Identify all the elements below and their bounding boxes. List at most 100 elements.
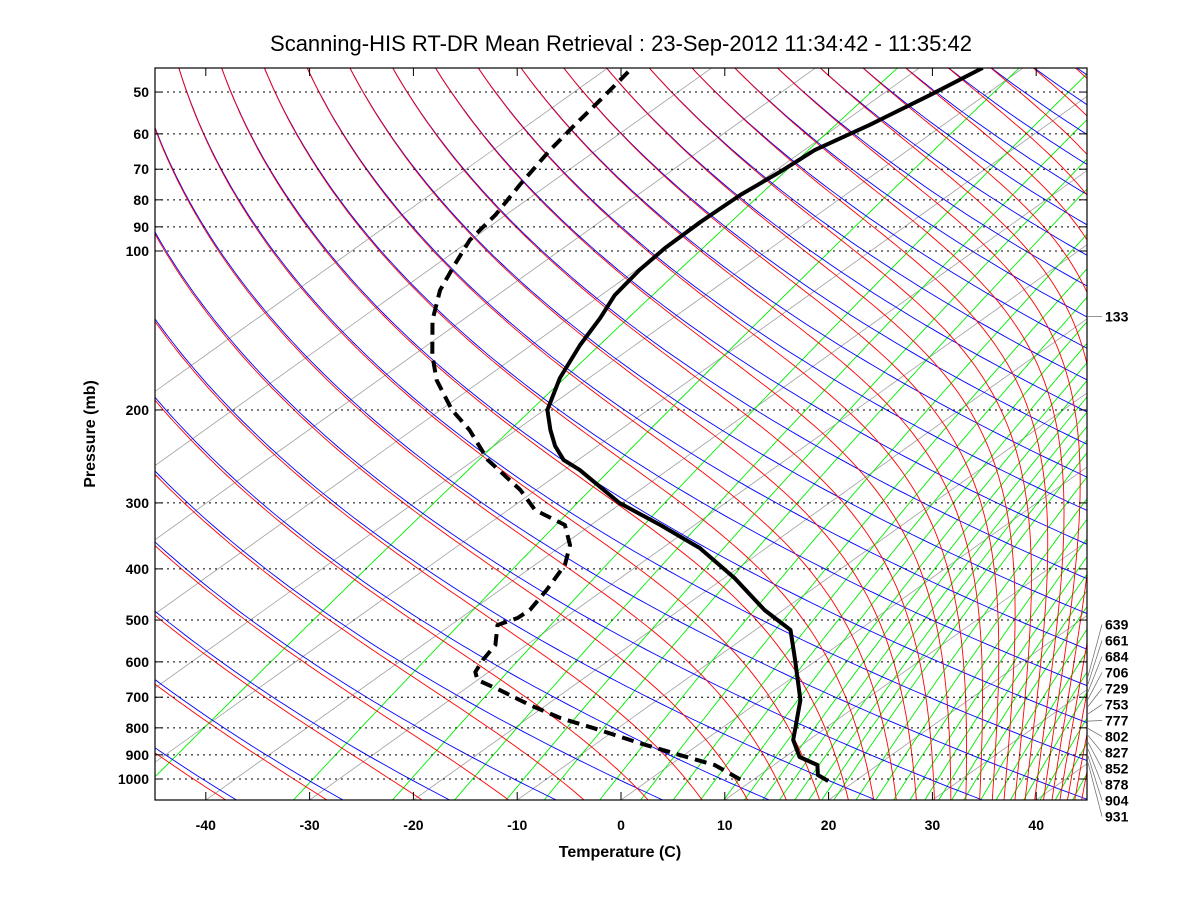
moist-adiabat-line (155, 614, 423, 800)
mixing-ratio-line (980, 628, 1087, 800)
dry-adiabat-line (1155, 63, 1200, 801)
dry-adiabat-line (155, 396, 771, 800)
dry-adiabat-line (155, 470, 664, 800)
isotherm-line (931, 689, 1087, 800)
right-label-leader (1087, 720, 1103, 722)
isotherm-line (516, 392, 1087, 800)
y-tick-label: 100 (126, 243, 150, 259)
x-tick-label: 30 (925, 817, 941, 833)
right-label-leader (1087, 624, 1103, 677)
right-label-leader (1087, 656, 1103, 693)
right-label-leader (1087, 728, 1103, 737)
right-pressure-label: 852 (1105, 761, 1129, 777)
x-tick-label: 20 (821, 817, 837, 833)
mixing-ratio-line (453, 118, 1087, 800)
y-tick-label: 900 (126, 747, 150, 763)
moist-adiabat-line (691, 68, 1049, 800)
dry-adiabat-line (905, 68, 1087, 196)
mixing-ratio-line (833, 452, 1087, 800)
mixing-ratio-line (155, 68, 899, 778)
isotherm-line (724, 540, 1087, 800)
y-tick-label: 600 (126, 654, 150, 670)
dry-adiabat-line (520, 68, 1087, 478)
mixing-ratio-line (909, 537, 1087, 800)
x-tick-label: 40 (1028, 817, 1044, 833)
right-label-leader (1087, 640, 1103, 685)
mixing-ratio-line (762, 379, 1087, 800)
moist-adiabat-line (776, 68, 1081, 800)
pressure-grid (155, 91, 1087, 780)
dewpoint-profile-line (430, 70, 745, 783)
isotherm-line (155, 95, 1087, 763)
dry-adiabat-line (178, 68, 1087, 761)
right-pressure-label: 753 (1105, 697, 1129, 713)
moist-adiabat-line (263, 68, 875, 800)
y-tick-label: 90 (133, 219, 149, 235)
right-pressure-label: 931 (1105, 809, 1129, 825)
x-tick-label: -30 (299, 817, 319, 833)
moist-adiabat-line (1123, 63, 1200, 801)
y-tick-label: 700 (126, 689, 150, 705)
right-label-leader (1087, 688, 1103, 707)
isotherm-line (827, 614, 1087, 800)
moist-adiabat-line (1141, 63, 1200, 801)
right-pressure-label: 777 (1105, 713, 1129, 729)
mixing-ratio-line (875, 498, 1087, 800)
moist-adiabat-line (1131, 63, 1200, 801)
right-pressure-label: 706 (1105, 665, 1129, 681)
isotherm-line (205, 170, 1087, 800)
isotherm-line (155, 68, 817, 541)
dry-adiabat-line (1076, 68, 1087, 76)
sounding-curves (430, 68, 984, 783)
right-pressure-label: 133 (1105, 308, 1129, 324)
dry-adiabat-line (155, 126, 1087, 800)
dry-adiabat-line (155, 679, 344, 800)
y-tick-label: 800 (126, 720, 150, 736)
mixing-ratio-line (938, 573, 1087, 800)
moist-adiabat-line (1074, 68, 1087, 79)
right-pressure-label: 684 (1105, 649, 1129, 665)
moist-adiabat-line (648, 68, 1032, 800)
dry-adiabat-line (477, 68, 1087, 511)
moist-adiabat-line (221, 68, 849, 800)
moist-adiabat-line (155, 233, 749, 800)
dry-adiabat-line (0, 63, 132, 801)
dry-adiabat-line (349, 68, 1087, 615)
moist-adiabat-line (392, 68, 935, 800)
dry-adiabat-line (155, 541, 558, 800)
mixing-ratio-line (1009, 671, 1087, 800)
mixing-ratio-line (778, 396, 1087, 800)
moist-adiabat-line (155, 752, 227, 800)
mixing-ratio-line (1072, 772, 1087, 800)
moist-adiabat-line (905, 68, 1087, 800)
moist-adiabat-line (0, 63, 18, 801)
mixing-ratio-line (808, 425, 1087, 800)
right-pressure-label: 827 (1105, 745, 1129, 761)
isotherm-line (412, 318, 1087, 800)
x-tick-label: -20 (403, 817, 423, 833)
moist-adiabat-line (734, 68, 1065, 800)
dry-adiabat-line (264, 68, 1087, 687)
dry-adiabat-line (648, 68, 1087, 381)
moist-adiabat-line (306, 68, 897, 800)
mixing-ratio-line (963, 605, 1087, 800)
x-tick-label: -10 (507, 817, 527, 833)
right-label-leader (1087, 704, 1103, 715)
dry-adiabat-line (306, 68, 1087, 650)
isotherm-line (155, 68, 713, 467)
right-pressure-label: 661 (1105, 633, 1129, 649)
moist-adiabat-line (155, 399, 649, 800)
mixing-ratio-line (893, 518, 1087, 800)
right-pressure-label: 878 (1105, 777, 1129, 793)
mixing-ratio-line (672, 296, 1087, 800)
right-label-leader (1087, 762, 1103, 817)
dry-adiabat-line (776, 68, 1087, 287)
moist-adiabat-line (349, 68, 917, 800)
mixing-ratio-line (505, 158, 1087, 800)
right-label-leader (1087, 755, 1103, 801)
temperature-profile-line (545, 68, 984, 783)
mixing-ratio-line (924, 555, 1087, 800)
y-tick-label: 300 (126, 495, 150, 511)
moist-adiabat-line (990, 68, 1087, 800)
moist-adiabat-line (520, 68, 983, 800)
